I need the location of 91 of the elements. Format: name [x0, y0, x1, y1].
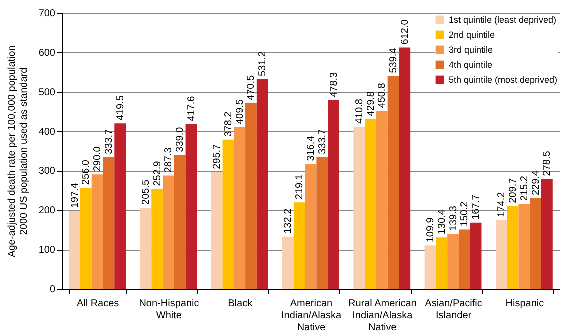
bar [328, 100, 340, 289]
bar [69, 211, 80, 289]
legend-label: 4th quintile [449, 60, 493, 70]
bar [542, 179, 553, 289]
bar [470, 222, 482, 289]
text: 290.0 [92, 146, 104, 172]
bar [163, 176, 174, 289]
x-tick-label: American Indian/Alaska Native [281, 298, 342, 334]
text: 252.9 [152, 161, 164, 186]
y-tick-label: 200 [38, 206, 56, 217]
x-tick-label: Black [228, 298, 254, 310]
text: 209.7 [508, 178, 520, 204]
bar [458, 230, 470, 289]
bar [246, 103, 257, 289]
text: 229.4 [530, 170, 542, 196]
text: 130.4 [436, 210, 448, 235]
text: 219.1 [294, 174, 306, 200]
y-tick-label: 400 [38, 126, 56, 138]
y-tick-label: 500 [38, 87, 56, 98]
text: 215.2 [519, 176, 530, 202]
bar [365, 120, 376, 289]
bar [436, 238, 448, 289]
legend-label: 1st quintile (least deprived) [449, 15, 557, 25]
bar [234, 128, 246, 289]
text: 109.9 [426, 218, 437, 243]
x-tick-label: Asian/Pacific Islander [425, 298, 482, 322]
text: 197.4 [70, 183, 81, 208]
text: 278.5 [542, 151, 554, 176]
bar [305, 164, 317, 289]
bar [152, 189, 164, 289]
text: 150.2 [460, 202, 471, 227]
bar [399, 48, 411, 289]
text: 531.2 [258, 52, 269, 77]
bar [316, 157, 328, 289]
text: 417.6 [186, 96, 198, 122]
bar [186, 124, 198, 289]
text: 287.3 [164, 148, 175, 173]
x-tick-label: Hispanic [506, 298, 544, 310]
y-tick-label: 300 [38, 166, 56, 178]
text: 339.0 [175, 127, 186, 152]
bar [174, 155, 186, 289]
bar [496, 220, 508, 289]
y-axis-title: Age-adjusted death rate per 100,000 population 2000 US population used as standard [6, 46, 30, 258]
bar [114, 124, 126, 289]
text: 132.2 [283, 208, 294, 234]
text: 256.0 [81, 160, 92, 186]
text: 378.2 [223, 112, 234, 137]
bar [518, 204, 530, 289]
bar [424, 246, 436, 289]
text: 470.5 [246, 75, 258, 100]
y-tick-label: 100 [38, 245, 56, 256]
bar [294, 202, 306, 289]
bar [92, 174, 104, 289]
text: 410.8 [354, 98, 366, 124]
bar [507, 206, 519, 289]
bar [530, 198, 542, 289]
x-tick-label: All Races [76, 298, 120, 310]
text: 450.8 [377, 83, 388, 108]
legend-label: 2nd quintile [449, 30, 496, 40]
x-tick-label: Rural American Indian/Alaska Native [348, 298, 417, 334]
y-tick-label: 0 [50, 284, 56, 296]
bar [388, 76, 400, 289]
bar [256, 80, 268, 289]
legend-label: 5th quintile (most deprived) [449, 75, 558, 85]
bar [376, 111, 388, 289]
bar [448, 234, 459, 289]
text: 539.4 [388, 48, 400, 74]
bar [103, 157, 115, 289]
text: 295.7 [212, 144, 224, 170]
text: 333.7 [104, 129, 115, 154]
bar [140, 208, 152, 289]
text: 316.4 [306, 136, 317, 162]
bar [222, 140, 234, 289]
text: 429.8 [366, 92, 377, 117]
y-tick-label: 600 [38, 48, 56, 59]
text: 333.7 [317, 129, 328, 154]
legend-label: 3rd quintile [449, 45, 494, 55]
text: 205.5 [140, 180, 152, 205]
bar [282, 236, 294, 289]
bar [80, 188, 92, 289]
text: 612.0 [400, 20, 411, 45]
bar [354, 127, 366, 289]
text: 167.7 [471, 194, 482, 220]
text: 174.2 [496, 192, 508, 218]
text: 139.3 [448, 206, 460, 232]
bar [211, 172, 223, 289]
y-tick-label: 700 [38, 8, 56, 20]
text: 478.3 [328, 72, 340, 98]
text: 419.5 [115, 96, 126, 121]
x-tick-label: Non-Hispanic White [139, 298, 200, 322]
text: 409.5 [234, 100, 246, 125]
